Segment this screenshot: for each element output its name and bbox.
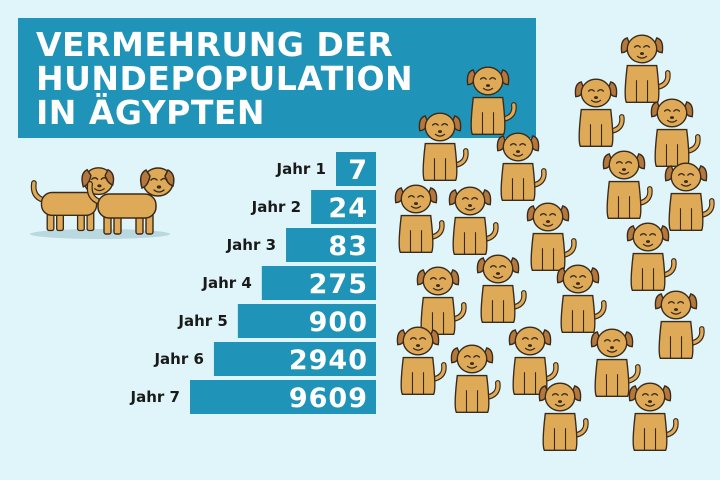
bar-3 (286, 228, 376, 262)
dog-icon-1 (620, 34, 671, 104)
bar-label-7: Jahr 7 (130, 388, 180, 406)
bar-label-2: Jahr 2 (251, 198, 301, 216)
dog-icon-20 (590, 328, 641, 398)
dog-icon-19 (508, 326, 559, 396)
bar-value-1: 7 (348, 155, 368, 186)
title-banner: VERMEHRUNG DER HUNDEPOPULATION IN ÄGYPTE… (18, 18, 536, 138)
dog-pair-shadow (30, 229, 170, 239)
bar-value-7: 9609 (289, 383, 368, 414)
bar-value-5: 900 (309, 307, 368, 338)
dog-pair-right-icon (86, 167, 175, 235)
dog-icon-12 (626, 222, 677, 292)
bar-7 (190, 380, 376, 414)
bar-value-6: 2940 (289, 345, 368, 376)
bar-label-6: Jahr 6 (153, 350, 203, 368)
dog-icon-2 (466, 66, 517, 136)
bar-1 (336, 152, 376, 186)
bar-value-4: 275 (309, 269, 368, 300)
dog-icon-6 (496, 132, 547, 202)
bar-label-3: Jahr 3 (226, 236, 276, 254)
title-line-1: VERMEHRUNG DER (36, 25, 394, 64)
title-line-3: IN ÄGYPTEN (36, 93, 266, 132)
title-line-2: HUNDEPOPULATION (36, 59, 414, 98)
bar-label-1: Jahr 1 (276, 160, 326, 178)
dog-icon-8 (664, 162, 715, 232)
dog-icon-14 (476, 254, 527, 324)
bar-value-2: 24 (328, 193, 368, 224)
bar-label-4: Jahr 4 (201, 274, 251, 292)
dog-icon-4 (650, 98, 701, 168)
dog-icon-21 (538, 382, 589, 452)
bar-label-5: Jahr 5 (177, 312, 227, 330)
dog-icon-16 (654, 290, 705, 360)
dog-icon-22 (628, 382, 679, 452)
dog-icon-13 (416, 266, 467, 336)
bar-2 (311, 190, 376, 224)
bar-4 (261, 266, 376, 300)
dog-icon-7 (602, 150, 653, 220)
dog-icon-3 (574, 78, 625, 148)
bar-value-3: 83 (328, 231, 368, 262)
bar-6 (213, 342, 376, 376)
dog-icon-18 (450, 344, 501, 414)
dog-icon-11 (526, 202, 577, 272)
dog-icon-15 (556, 264, 607, 334)
dog-icon-9 (394, 184, 445, 254)
dog-icon-10 (448, 186, 499, 256)
bar-5 (237, 304, 376, 338)
dog-icon-17 (396, 326, 447, 396)
dog-icon-5 (418, 112, 469, 182)
